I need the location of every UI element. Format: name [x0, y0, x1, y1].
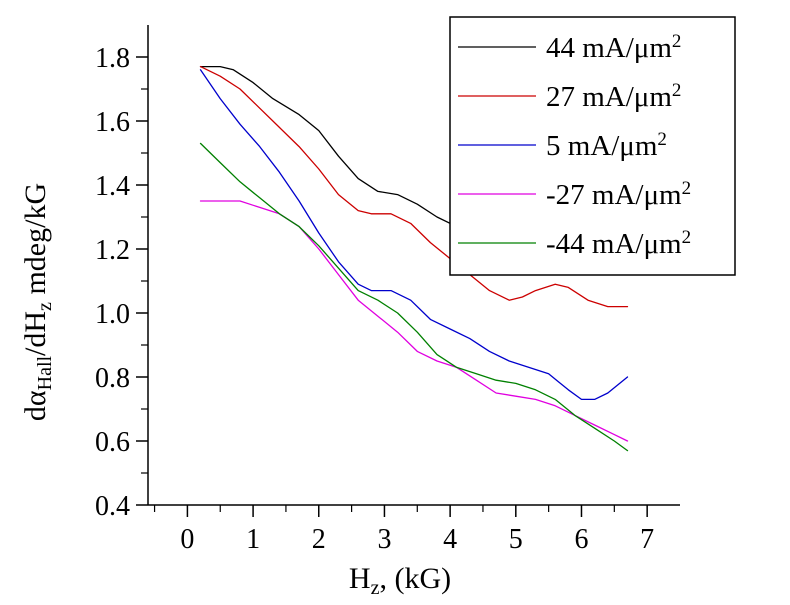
y-tick-label: 1.2	[95, 235, 130, 266]
series-line-5	[199, 69, 629, 401]
legend-label: 44 mA/μm2	[546, 31, 681, 65]
x-axis-label: Hz, (kG)	[349, 562, 451, 599]
y-tick-label: 0.6	[95, 427, 130, 458]
y-tick-label: 1.4	[95, 171, 130, 202]
y-tick-label: 1.0	[95, 299, 130, 330]
legend-label: -44 mA/μm2	[546, 227, 691, 261]
y-axis-label-sub2: z	[34, 302, 56, 311]
y-axis-label-sub1: Hall	[34, 356, 56, 391]
x-tick-label: 5	[509, 524, 523, 555]
y-axis-label-part2: /dH	[19, 311, 52, 356]
x-tick-label: 3	[377, 524, 391, 555]
y-tick-label: 1.8	[95, 43, 130, 74]
y-axis-label: dαHall/dHz mdeg/kG	[19, 183, 56, 421]
legend-box	[449, 16, 736, 276]
y-tick-label: 0.8	[95, 363, 130, 394]
axis-ticks: 0 1 2 3 4 5 6 7 0.4 0.6 0.8 1.0 1.2 1.4 1.6 1.8	[95, 43, 654, 555]
x-tick-label: 1	[246, 524, 260, 555]
legend-label: -27 mA/μm2	[546, 178, 691, 212]
series-lines	[199, 65, 629, 452]
x-tick-label: 0	[180, 524, 194, 555]
legend: 44 mA/μm2 27 mA/μm2 5 mA/μm2 -27 mA/μm2 -44 …	[449, 16, 736, 276]
series-line-neg44	[199, 142, 629, 452]
x-tick-label: 2	[312, 524, 326, 555]
y-tick-label: 0.4	[95, 491, 130, 522]
x-tick-label: 7	[640, 524, 654, 555]
series-line-neg27	[199, 200, 629, 442]
plot-area	[147, 25, 680, 506]
x-tick-label: 6	[574, 524, 588, 555]
x-axis-label-rest: , (kG)	[379, 562, 451, 595]
y-axis-label-part3: mdeg/kG	[19, 183, 52, 302]
legend-label: 5 mA/μm2	[546, 129, 667, 163]
legend-label: 27 mA/μm2	[546, 80, 681, 114]
series-line-27	[199, 65, 629, 308]
y-tick-label: 1.6	[95, 107, 130, 138]
x-tick-label: 4	[443, 524, 457, 555]
x-axis-label-sub: z	[371, 577, 380, 599]
x-axis-label-main: H	[349, 562, 371, 595]
y-axis-label-part1: dα	[19, 390, 52, 421]
